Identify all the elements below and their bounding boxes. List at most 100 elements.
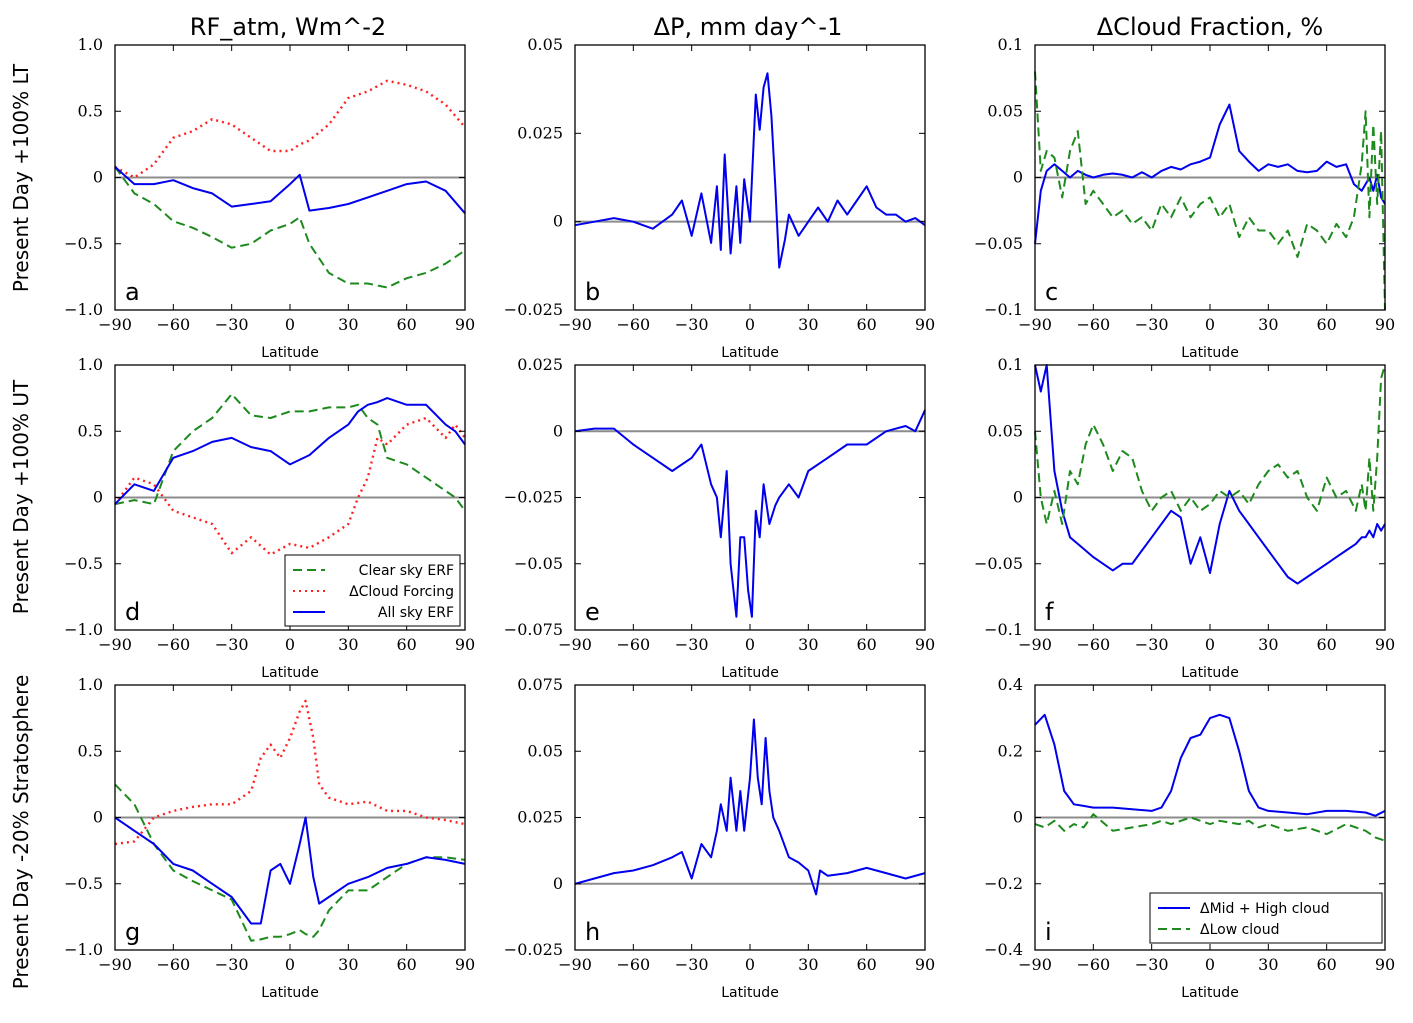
y-tick-label: 0.1 (998, 35, 1023, 54)
x-tick-label: −90 (558, 955, 592, 974)
y-tick-label: −0.05 (514, 554, 563, 573)
row-title-ut: Present Day +100% UT (9, 379, 33, 614)
legend: ΔMid + High cloud ΔLow cloud (1149, 892, 1383, 944)
legend-box (1149, 892, 1383, 944)
x-tick-label: −30 (675, 315, 709, 334)
x-tick-label: −30 (1135, 635, 1169, 654)
x-tick-label: 30 (798, 635, 818, 654)
x-tick-label: 30 (338, 315, 358, 334)
x-tick-label: 60 (856, 635, 876, 654)
series-line-cloud_forcing (114, 416, 466, 556)
series-line-clear_sky (1034, 813, 1386, 842)
y-tick-label: 0.025 (517, 808, 563, 827)
x-tick-label: 30 (1258, 635, 1278, 654)
x-tick-label: −30 (675, 955, 709, 974)
x-tick-label: 30 (798, 955, 818, 974)
x-tick-label: 60 (1316, 315, 1336, 334)
x-tick-label: −90 (1018, 315, 1052, 334)
series-line-all_sky (1034, 364, 1386, 585)
y-tick-label: 1.0 (78, 355, 103, 374)
x-tick-label: 30 (1258, 315, 1278, 334)
x-tick-label: 30 (338, 635, 358, 654)
x-tick-label: −90 (558, 315, 592, 334)
axes-frame (574, 44, 926, 311)
panel-letter: b (585, 278, 600, 306)
x-tick-label: −60 (156, 955, 190, 974)
y-tick-label: 0.4 (998, 675, 1023, 694)
x-axis-label: Latitude (721, 345, 779, 361)
column-title-rf: RF_atm, Wm^-2 (190, 13, 386, 41)
x-tick-label: 0 (285, 955, 295, 974)
x-tick-label: 90 (1375, 315, 1395, 334)
series-line-all_sky (574, 72, 926, 269)
panel-letter: a (125, 278, 140, 306)
y-tick-label: −1.0 (64, 620, 103, 639)
x-tick-label: 90 (455, 635, 475, 654)
y-tick-label: 0.05 (527, 35, 563, 54)
series-line-all_sky (114, 166, 466, 214)
x-tick-label: −90 (1018, 955, 1052, 974)
x-tick-label: −30 (675, 635, 709, 654)
x-axis-label: Latitude (1181, 665, 1239, 681)
axes-frame (574, 684, 926, 951)
x-tick-label: −60 (1076, 955, 1110, 974)
y-tick-label: −0.075 (504, 620, 563, 639)
x-tick-label: 0 (745, 635, 755, 654)
y-tick-label: 0.025 (517, 123, 563, 142)
y-tick-label: 0 (553, 421, 563, 440)
x-tick-label: 30 (798, 315, 818, 334)
panel-letter: h (585, 918, 600, 946)
panels-group: −90 −60 −30 0 30 60 90 −1.0 −0.5 0 0.5 1.0 Latitude a… (64, 35, 1395, 1001)
panel-i: −90 −60 −30 0 30 60 90 −0.4 −0.2 0 0.2 0.4 Latitude i… (984, 675, 1395, 1001)
panel-e: −90 −60 −30 0 30 60 90 −0.075 −0.05 −0.025 0 0.025 L… (504, 355, 935, 681)
x-tick-label: −30 (215, 315, 249, 334)
y-tick-label: 0.075 (517, 675, 563, 694)
y-tick-label: 0.5 (78, 741, 103, 760)
x-tick-label: 90 (1375, 955, 1395, 974)
series-line-all_sky (1034, 713, 1386, 817)
y-tick-label: −0.4 (984, 940, 1023, 959)
panel-letter: e (585, 598, 600, 626)
x-tick-label: −60 (616, 955, 650, 974)
x-tick-label: −90 (98, 315, 132, 334)
panel-b: −90 −60 −30 0 30 60 90 −0.025 0 0.025 0.05 Latitude… (504, 35, 935, 361)
axes-frame (574, 364, 926, 631)
x-tick-label: 90 (1375, 635, 1395, 654)
x-tick-label: 60 (1316, 955, 1336, 974)
x-tick-label: 90 (915, 955, 935, 974)
series-line-cloud_forcing (114, 699, 466, 846)
y-tick-label: 0.5 (78, 101, 103, 120)
y-tick-label: −0.05 (974, 234, 1023, 253)
legend-label: All sky ERF (378, 605, 454, 621)
x-axis-label: Latitude (721, 985, 779, 1001)
legend: Clear sky ERF ΔCloud Forcing All sky ERF (284, 554, 461, 627)
y-tick-label: 0.2 (998, 741, 1023, 760)
y-tick-label: 0 (93, 168, 103, 187)
y-tick-label: 0.05 (527, 741, 563, 760)
series-line-clear_sky (1034, 71, 1386, 311)
x-tick-label: −90 (98, 955, 132, 974)
x-tick-label: 0 (285, 635, 295, 654)
y-tick-label: 1.0 (78, 35, 103, 54)
x-tick-label: 90 (455, 955, 475, 974)
column-title-cloud: ΔCloud Fraction, % (1097, 13, 1323, 41)
legend-label: ΔCloud Forcing (349, 584, 454, 600)
x-axis-label: Latitude (1181, 985, 1239, 1001)
x-tick-label: −30 (215, 635, 249, 654)
x-tick-label: 60 (856, 955, 876, 974)
y-tick-label: 0 (1013, 808, 1023, 827)
series-line-all_sky (1034, 103, 1386, 244)
x-tick-label: 0 (1205, 635, 1215, 654)
y-tick-label: 0 (1013, 488, 1023, 507)
legend-label: ΔLow cloud (1200, 922, 1280, 938)
x-tick-label: −30 (215, 955, 249, 974)
row-title-lt: Present Day +100% LT (9, 63, 33, 292)
y-tick-label: −0.1 (984, 620, 1023, 639)
x-axis-label: Latitude (261, 345, 319, 361)
y-tick-label: −1.0 (64, 300, 103, 319)
x-tick-label: 0 (285, 315, 295, 334)
x-tick-label: −60 (616, 635, 650, 654)
series-line-clear_sky (1034, 364, 1386, 525)
x-tick-label: 0 (1205, 315, 1215, 334)
y-tick-label: −0.05 (974, 554, 1023, 573)
